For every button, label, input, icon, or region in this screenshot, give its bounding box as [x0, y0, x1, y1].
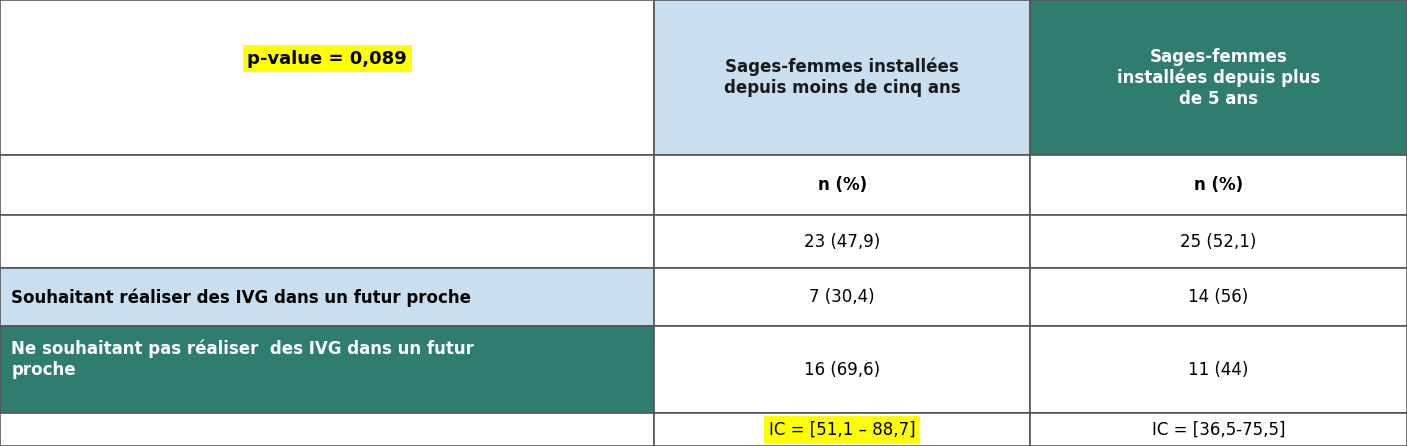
Text: Sages-femmes
installées depuis plus
de 5 ans: Sages-femmes installées depuis plus de 5… — [1117, 48, 1320, 107]
FancyBboxPatch shape — [654, 268, 1030, 326]
FancyBboxPatch shape — [0, 215, 654, 268]
FancyBboxPatch shape — [654, 326, 1030, 413]
FancyBboxPatch shape — [0, 0, 654, 155]
Text: 16 (69,6): 16 (69,6) — [803, 361, 881, 379]
FancyBboxPatch shape — [654, 0, 1030, 155]
Text: 11 (44): 11 (44) — [1189, 361, 1248, 379]
Text: p-value = 0,089: p-value = 0,089 — [248, 50, 407, 68]
Text: Sages-femmes installées
depuis moins de cinq ans: Sages-femmes installées depuis moins de … — [723, 58, 961, 97]
FancyBboxPatch shape — [1030, 326, 1407, 413]
FancyBboxPatch shape — [1030, 268, 1407, 326]
FancyBboxPatch shape — [654, 413, 1030, 446]
Text: 14 (56): 14 (56) — [1189, 289, 1248, 306]
FancyBboxPatch shape — [0, 326, 654, 413]
Text: 23 (47,9): 23 (47,9) — [803, 233, 881, 251]
Text: 25 (52,1): 25 (52,1) — [1180, 233, 1256, 251]
Text: IC = [51,1 – 88,7]: IC = [51,1 – 88,7] — [768, 421, 916, 439]
FancyBboxPatch shape — [1030, 0, 1407, 155]
Text: Souhaitant réaliser des IVG dans un futur proche: Souhaitant réaliser des IVG dans un futu… — [11, 288, 471, 307]
FancyBboxPatch shape — [654, 155, 1030, 215]
FancyBboxPatch shape — [654, 215, 1030, 268]
Text: n (%): n (%) — [817, 176, 867, 194]
Text: n (%): n (%) — [1195, 176, 1242, 194]
Text: 7 (30,4): 7 (30,4) — [809, 289, 875, 306]
FancyBboxPatch shape — [1030, 155, 1407, 215]
FancyBboxPatch shape — [1030, 413, 1407, 446]
FancyBboxPatch shape — [0, 268, 654, 326]
Text: IC = [36,5-75,5]: IC = [36,5-75,5] — [1152, 421, 1285, 439]
FancyBboxPatch shape — [0, 413, 654, 446]
FancyBboxPatch shape — [1030, 215, 1407, 268]
Text: Ne souhaitant pas réaliser  des IVG dans un futur
proche: Ne souhaitant pas réaliser des IVG dans … — [11, 340, 474, 379]
FancyBboxPatch shape — [0, 155, 654, 215]
